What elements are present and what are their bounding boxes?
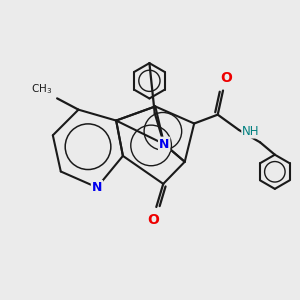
Text: O: O — [147, 214, 159, 227]
Text: CH$_3$: CH$_3$ — [31, 82, 52, 96]
Text: O: O — [220, 71, 232, 85]
Text: NH: NH — [242, 125, 260, 138]
Text: N: N — [159, 138, 169, 151]
Text: N: N — [92, 181, 102, 194]
